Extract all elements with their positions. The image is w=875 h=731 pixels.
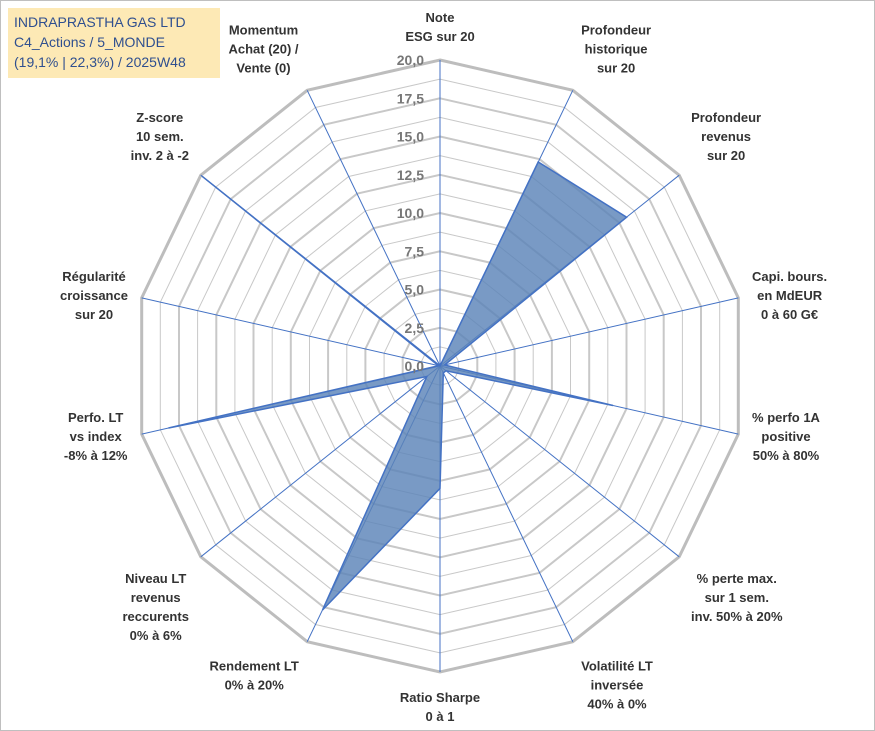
axis-label-line: sur 20 [597,60,635,75]
axis-label: Momentum Achat (20) / Vente (0) [228,22,298,75]
axis-label-line: Z-score [136,110,183,125]
axis-label: Capi. bours. en MdEUR 0 à 60 G€ [752,269,827,322]
axis-label-line: Rendement LT [210,659,299,674]
axis-label-line: sur 20 [75,307,113,322]
axis-label: Ratio Sharpe 0 à 1 [400,690,480,724]
axis-label-line: Perfo. LT [68,410,123,425]
portfolio-name: C4_Actions / 5_MONDE [14,34,165,50]
axis-label-line: croissance [60,288,128,303]
axis-spoke [439,365,680,558]
tick-label: 12,5 [397,167,424,183]
axis-label-line: reccurents [122,609,188,624]
axis-label-line: 0 à 1 [426,709,455,724]
axis-label-line: Vente (0) [236,60,290,75]
axis-label-line: inv. 2 à -2 [131,148,189,163]
axis-label-line: Capi. bours. [752,269,827,284]
tick-label: 17,5 [397,90,424,106]
tick-label: 10,0 [397,205,424,221]
axis-label-line: vs index [70,429,123,444]
axis-label: Rendement LT 0% à 20% [210,659,299,693]
radar-axis-labels: Note ESG sur 20 Profondeur historique sur 20… [60,10,827,724]
axis-label-line: Ratio Sharpe [400,690,480,705]
axis-label-line: % perfo 1A [752,410,821,425]
axis-label-line: revenus [131,590,181,605]
axis-label-line: Niveau LT [125,571,186,586]
axis-label-line: inv. 50% à 20% [691,609,783,624]
axis-label: Z-score 10 sem. inv. 2 à -2 [131,110,189,163]
axis-spoke [439,365,574,642]
axis-label: Volatilité LT inversée 40% à 0% [581,659,653,712]
axis-label-line: revenus [701,129,751,144]
title-box: INDRAPRASTHA GAS LTD C4_Actions / 5_MOND… [8,8,220,78]
axis-label-line: 40% à 0% [587,697,647,712]
tick-label: 2,5 [405,320,425,336]
axis-label: Perfo. LT vs index -8% à 12% [64,410,128,463]
axis-label-line: inversée [591,678,644,693]
axis-spoke [200,365,441,558]
axis-spoke [306,90,441,367]
axis-spoke [141,297,441,367]
tick-label: 5,0 [405,282,425,298]
axis-label: Régularité croissance sur 20 [60,269,128,322]
axis-label: Profondeur historique sur 20 [581,22,651,75]
axis-label-line: Note [426,10,455,25]
axis-label-line: sur 20 [707,148,745,163]
tick-label: 20,0 [397,52,424,68]
portfolio-stats: (19,1% | 22,3%) / 2025W48 [14,54,186,70]
axis-label-line: Profondeur [691,110,761,125]
axis-spoke [439,297,739,367]
axis-label-line: Volatilité LT [581,659,653,674]
axis-label-line: 10 sem. [136,129,184,144]
axis-label: Profondeur revenus sur 20 [691,110,761,163]
axis-label: Niveau LT revenus reccurents 0% à 6% [122,571,188,643]
tick-label: 15,0 [397,129,424,145]
axis-label: Note ESG sur 20 [405,10,474,44]
radar-series [168,160,628,611]
axis-label-line: historique [585,41,648,56]
axis-label-line: 50% à 80% [753,448,820,463]
series-area [168,160,628,611]
tick-label: 7,5 [405,243,425,259]
axis-label-line: Profondeur [581,22,651,37]
axis-label-line: positive [761,429,810,444]
radar-tick-labels: 0,0 2,5 5,0 7,5 10,0 12,5 15,0 17,5 20,0 [397,52,424,374]
axis-label-line: en MdEUR [757,288,823,303]
tick-label: 0,0 [405,358,425,374]
axis-label-line: 0% à 20% [225,678,285,693]
axis-label-line: Momentum [229,22,298,37]
axis-label-line: sur 1 sem. [705,590,769,605]
axis-label-line: Régularité [62,269,126,284]
axis-label-line: -8% à 12% [64,448,128,463]
axis-label-line: 0 à 60 G€ [761,307,818,322]
company-name: INDRAPRASTHA GAS LTD [14,14,186,30]
axis-label-line: Achat (20) / [228,41,298,56]
axis-label: % perte max. sur 1 sem. inv. 50% à 20% [691,571,783,624]
axis-label-line: ESG sur 20 [405,29,474,44]
axis-label-line: 0% à 6% [130,628,182,643]
axis-label: % perfo 1A positive 50% à 80% [752,410,821,463]
axis-label-line: % perte max. [697,571,777,586]
